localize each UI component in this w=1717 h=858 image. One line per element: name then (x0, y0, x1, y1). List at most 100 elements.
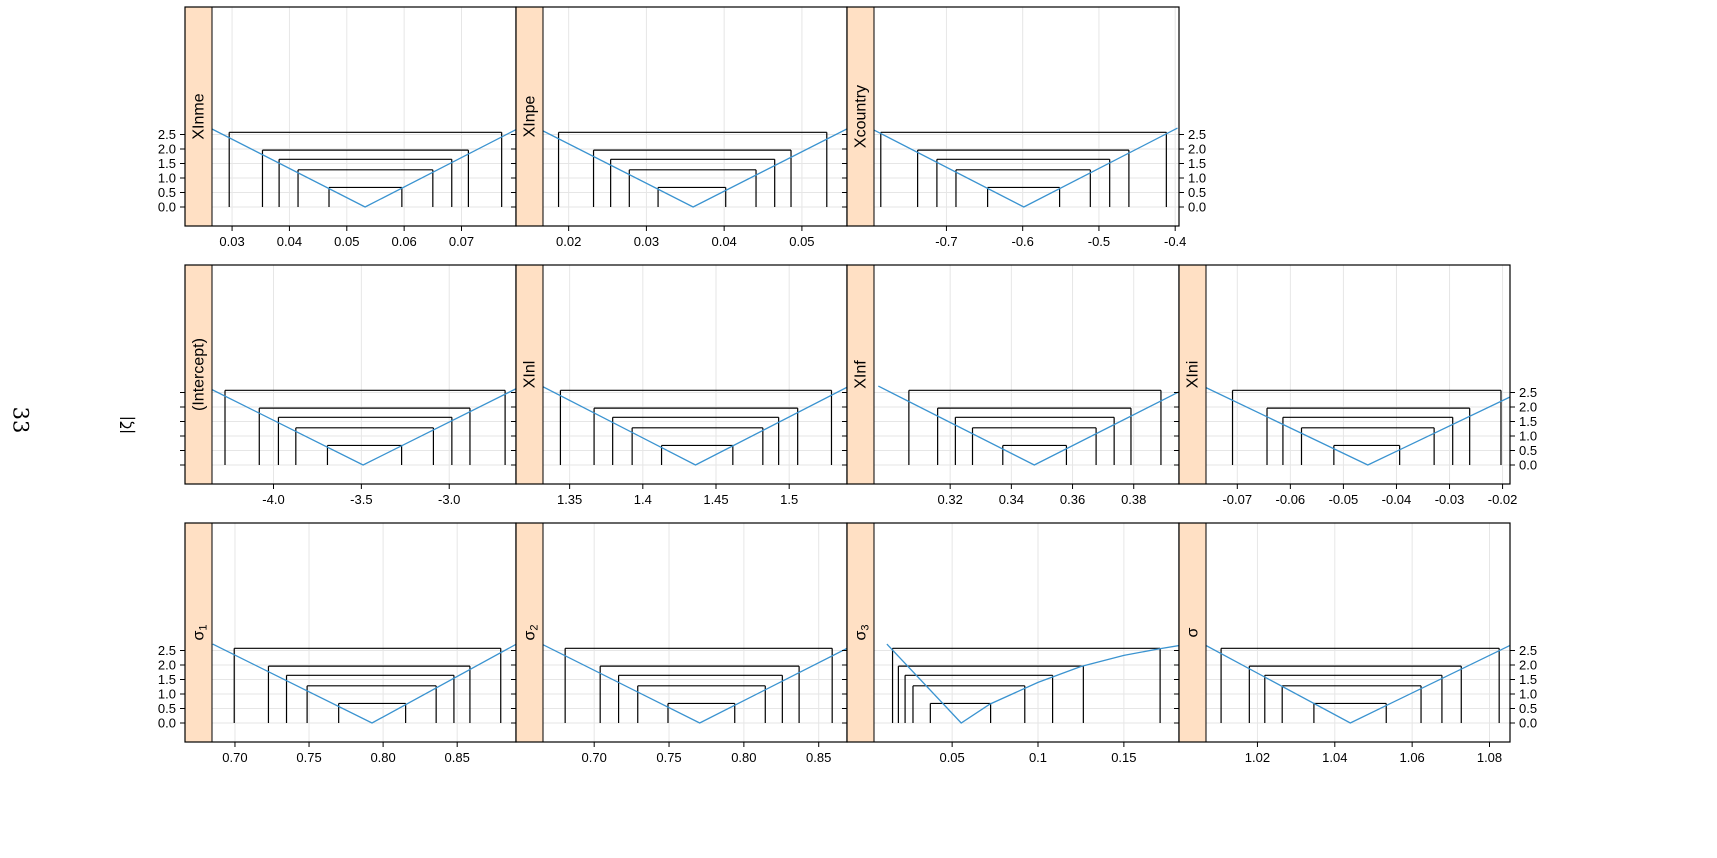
x-tick-label: 1.5 (780, 492, 798, 507)
y-tick-label: 1.0 (1519, 687, 1537, 702)
strip-label: XInf (853, 360, 870, 389)
strip (515, 6, 544, 227)
x-tick-label: 0.03 (219, 234, 244, 249)
x-tick-label: 0.75 (656, 750, 681, 765)
x-tick-label: 0.04 (277, 234, 302, 249)
panel-Xcountry: Xcountry -0.7 -0.6 -0.5 -0.4 0.00.51.01.52.02… (842, 6, 1206, 249)
x-tick-label: 0.80 (731, 750, 756, 765)
x-tick-label: 0.05 (939, 750, 964, 765)
grid (874, 523, 1179, 742)
x-tick-label: -4.0 (262, 492, 284, 507)
intervals (228, 131, 503, 207)
x-tick-label: 1.08 (1477, 750, 1502, 765)
panel-σ: σ 1.02 1.04 1.06 1.08 0.00.51.01.52.02.5 (1174, 522, 1537, 765)
intervals (224, 389, 506, 465)
x-tick-label: 1.02 (1245, 750, 1270, 765)
strip-label: XInl (522, 361, 539, 389)
panel-border (1178, 522, 1511, 743)
panel-border (846, 6, 1180, 227)
zeta-curve (543, 643, 847, 724)
x-tick-label: -0.7 (935, 234, 957, 249)
y-tick-label: 2.0 (1519, 400, 1537, 415)
strip-label: XInpe (522, 95, 539, 137)
x-tick-label: 0.15 (1111, 750, 1136, 765)
y-axis-label: |ζ| (118, 416, 136, 434)
svg-text:|ζ|: |ζ| (118, 416, 136, 434)
x-tick-label: 1.06 (1399, 750, 1424, 765)
strip-label: (Intercept) (191, 338, 208, 411)
page-number: 33 (9, 407, 33, 434)
panel-XInl: XInl 1.35 1.4 1.45 1.5 (511, 264, 852, 507)
y-tick-label: 1.5 (1188, 156, 1206, 171)
y-tick-label: 0.5 (1188, 185, 1206, 200)
grid (212, 523, 516, 742)
y-tick-label: 1.5 (158, 672, 176, 687)
y-tick-label: 2.5 (1188, 127, 1206, 142)
panel-border (1178, 264, 1511, 485)
strip (846, 522, 875, 743)
panel-border (515, 6, 848, 227)
zeta-curve (543, 385, 847, 466)
panel-(Intercept): (Intercept) -4.0 -3.5 -3.0 (180, 264, 521, 507)
x-tick-label: 0.85 (806, 750, 831, 765)
x-tick-label: -0.03 (1435, 492, 1465, 507)
x-tick-label: 0.04 (711, 234, 736, 249)
y-tick-label: 0.0 (1519, 458, 1537, 473)
x-tick-label: -0.05 (1329, 492, 1359, 507)
x-tick-label: 0.70 (582, 750, 607, 765)
intervals (908, 389, 1162, 465)
y-tick-label: 2.5 (158, 643, 176, 658)
y-tick-label: 1.0 (158, 171, 176, 186)
y-tick-label: 1.5 (1519, 414, 1537, 429)
svg-text:33: 33 (9, 407, 33, 434)
zeta-curve (878, 385, 1179, 466)
x-tick-label: 0.02 (556, 234, 581, 249)
grid (1206, 265, 1510, 484)
x-tick-label: -0.4 (1164, 234, 1186, 249)
x-tick-label: -0.04 (1382, 492, 1412, 507)
x-tick-label: 0.06 (391, 234, 416, 249)
panel-XInme: XInme 0.03 0.04 0.05 0.06 0.07 0.00.51.01.52.0… (158, 6, 521, 249)
y-tick-label: 2.0 (1188, 142, 1206, 157)
intervals (564, 647, 833, 723)
x-tick-label: 0.36 (1060, 492, 1085, 507)
x-tick-label: -3.5 (350, 492, 372, 507)
panel-border (846, 522, 1180, 743)
panel-border (184, 264, 517, 485)
intervals (891, 647, 1161, 723)
y-tick-label: 1.5 (1519, 672, 1537, 687)
x-tick-label: 0.38 (1121, 492, 1146, 507)
panel-XInf: XInf 0.32 0.34 0.36 0.38 (842, 264, 1184, 507)
grid (1206, 523, 1510, 742)
y-tick-label: 0.0 (1188, 200, 1206, 215)
grid (212, 7, 516, 226)
x-tick-label: 0.85 (445, 750, 470, 765)
panel-σ2: σ20.70 0.75 0.80 0.85 (511, 522, 852, 765)
x-tick-label: 0.1 (1029, 750, 1047, 765)
intervals (559, 389, 833, 465)
y-tick-label: 0.5 (158, 185, 176, 200)
strip-label: Xcountry (853, 85, 870, 148)
x-tick-label: -0.06 (1276, 492, 1306, 507)
y-tick-label: 2.0 (158, 142, 176, 157)
x-tick-label: 0.32 (938, 492, 963, 507)
x-tick-label: 1.4 (634, 492, 652, 507)
strip-label: XInme (191, 93, 208, 139)
zeta-curve (212, 388, 516, 466)
x-tick-label: 0.70 (222, 750, 247, 765)
panel-σ1: σ10.70 0.75 0.80 0.850.00.51.01.52.02.5 (158, 522, 521, 765)
y-tick-label: 2.5 (1519, 385, 1537, 400)
x-tick-label: -0.02 (1488, 492, 1518, 507)
x-tick-label: 1.04 (1322, 750, 1347, 765)
y-tick-label: 2.0 (1519, 658, 1537, 673)
x-tick-label: 1.35 (557, 492, 582, 507)
x-tick-label: -0.07 (1222, 492, 1252, 507)
x-tick-label: 0.05 (789, 234, 814, 249)
zeta-curve (1206, 644, 1510, 724)
y-tick-label: 0.0 (158, 200, 176, 215)
strip-label: σ (1185, 627, 1202, 637)
x-tick-label: -0.5 (1088, 234, 1110, 249)
grid (543, 7, 847, 226)
y-tick-label: 0.5 (1519, 443, 1537, 458)
strip-label: XIni (1185, 361, 1202, 389)
